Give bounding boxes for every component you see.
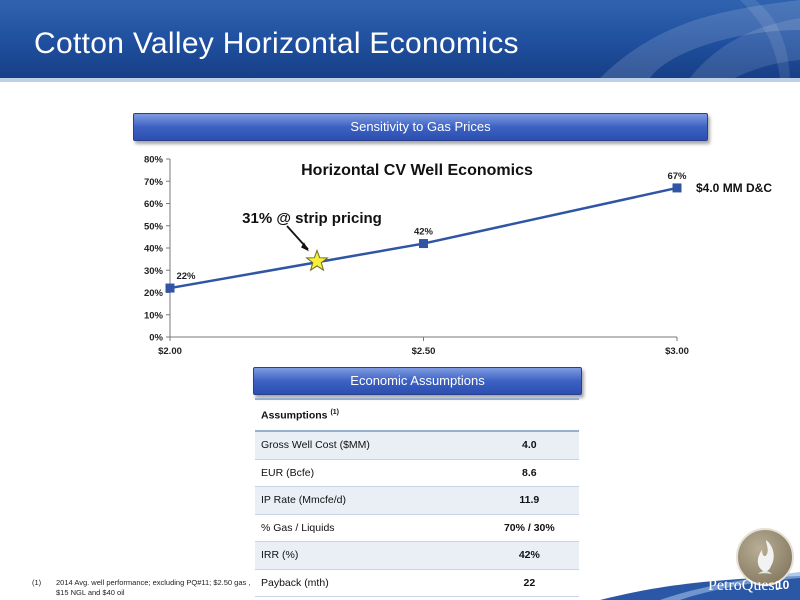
data-point-marker: [165, 283, 175, 293]
strip-pricing-star-icon: [305, 248, 329, 272]
table-row: IP Rate (Mmcfe/d) 11.9: [255, 486, 579, 514]
y-tick-label: 40%: [144, 244, 164, 255]
data-label: 42%: [414, 227, 434, 238]
slide-title: Cotton Valley Horizontal Economics: [34, 27, 519, 60]
assumption-label: IP Rate (Mmcfe/d): [261, 494, 346, 507]
assumptions-table: Assumptions (1) Gross Well Cost ($MM) 4.0…: [255, 398, 579, 597]
assumption-label: Payback (mth): [261, 576, 329, 589]
annotation-arrowhead: [301, 242, 310, 252]
y-tick-label: 0%: [149, 333, 163, 344]
table-row: IRR (%) 42%: [255, 541, 579, 569]
y-tick-label: 30%: [144, 266, 164, 277]
table-row: Gross Well Cost ($MM) 4.0: [255, 431, 579, 459]
assumptions-section-header: Economic Assumptions: [253, 367, 582, 395]
petroquest-logo: [736, 528, 794, 586]
assumption-value: 4.0: [522, 439, 537, 452]
assumption-label: EUR (Bcfe): [261, 466, 315, 479]
brand-name: PetroQuest: [708, 577, 780, 594]
table-row: % Gas / Liquids 70% / 30%: [255, 514, 579, 542]
table-header-row: Assumptions (1): [255, 399, 579, 431]
footnote-text: 2014 Avg. well performance; excluding PQ…: [56, 578, 251, 597]
decorative-swoosh: [600, 0, 800, 78]
assumption-value: 11.9: [519, 494, 540, 507]
annotation-label: 31% @ strip pricing: [242, 210, 382, 227]
y-tick-label: 70%: [144, 177, 164, 188]
data-label: 67%: [667, 171, 687, 182]
assumption-value: 42%: [518, 549, 540, 562]
series-line: [169, 186, 678, 290]
table-row: EUR (Bcfe) 8.6: [255, 459, 579, 487]
y-tick-label: 20%: [144, 288, 164, 299]
assumption-label: Gross Well Cost ($MM): [261, 439, 370, 452]
title-bar: [0, 0, 800, 78]
footnote-number: (1): [32, 578, 42, 587]
table-header-label: Assumptions: [261, 409, 328, 422]
chart-title: Horizontal CV Well Economics: [301, 162, 533, 179]
data-label: 22%: [176, 271, 196, 282]
sensitivity-section-header: Sensitivity to Gas Prices: [133, 113, 708, 141]
x-tick-label: $2.00: [158, 346, 182, 357]
x-tick-label: $3.00: [665, 346, 689, 357]
flame-icon: [757, 540, 774, 574]
assumption-label: IRR (%): [261, 549, 299, 562]
assumption-value: 22: [523, 576, 536, 589]
y-tick-label: 60%: [144, 199, 164, 210]
x-tick-label: $2.50: [412, 346, 436, 357]
table-header-value-cell: [480, 399, 579, 431]
assumption-value: 70% / 30%: [503, 521, 555, 534]
y-tick-label: 50%: [144, 221, 164, 232]
series-label: $4.0 MM D&C: [696, 181, 772, 195]
assumption-value: 8.6: [522, 466, 537, 479]
header-divider: [0, 78, 800, 82]
y-tick-label: 10%: [144, 310, 164, 321]
data-point-marker: [419, 239, 428, 249]
y-tick-label: 80%: [144, 155, 164, 166]
table-row: Payback (mth) 22: [255, 569, 579, 597]
assumption-label: % Gas / Liquids: [261, 521, 335, 534]
data-point-marker: [672, 183, 682, 193]
page-number: 10: [776, 578, 790, 592]
table-header-cell: Assumptions (1): [255, 399, 480, 431]
table-header-footnote-ref: (1): [330, 408, 339, 416]
